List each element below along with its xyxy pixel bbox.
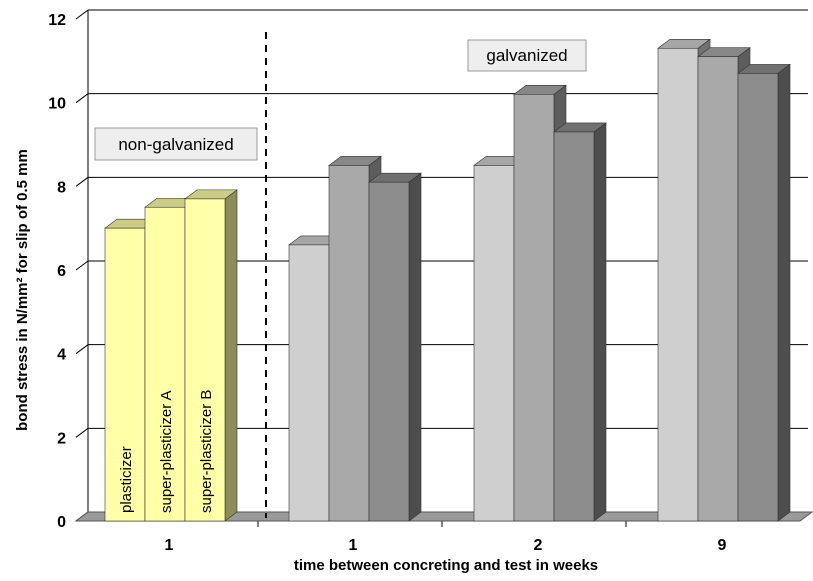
x-axis-title: time between concreting and test in week…: [294, 557, 598, 574]
gridline-side: [75, 427, 89, 438]
annotation-galvanized-text: galvanized: [486, 46, 567, 65]
y-tick-label: 2: [57, 430, 66, 447]
bar: [104, 227, 146, 522]
bar: [473, 165, 515, 522]
bar: [513, 94, 555, 522]
bar: [288, 244, 330, 522]
annotation-galvanized-box: [467, 39, 587, 72]
gridline-side: [75, 9, 89, 20]
bar: [553, 131, 595, 522]
y-tick-label: 12: [48, 12, 66, 29]
bar-group: [104, 189, 238, 522]
bar: [184, 198, 226, 522]
annotation-non-galvanized-box: [94, 127, 258, 161]
bar-label: plasticizer: [118, 446, 135, 513]
y-tick-label: 10: [48, 96, 66, 113]
gridline-side: [75, 344, 89, 355]
annotation-galvanized: galvanized: [467, 39, 587, 72]
annotation-non-galvanized: non-galvanized: [94, 127, 258, 161]
x-tick-label: 2: [534, 537, 543, 554]
gridline-side: [75, 176, 89, 187]
bar-side: [593, 122, 607, 522]
bar: [697, 56, 739, 522]
bar: [328, 165, 370, 522]
annotation-non-galvanized-text: non-galvanized: [118, 135, 233, 154]
bar: [368, 181, 410, 522]
bar-side: [408, 172, 422, 522]
bar-group: [473, 84, 607, 522]
bar-group: [288, 155, 422, 522]
y-tick-label: 0: [57, 514, 66, 531]
y-axis-title: bond stress in N/mm² for slip of 0.5 mm: [14, 149, 31, 431]
bar-label: super-plasticizer B: [198, 390, 215, 513]
bar-label: super-plasticizer A: [158, 390, 175, 513]
gridline-side: [75, 93, 89, 104]
bar: [144, 206, 186, 522]
gridline-side: [75, 260, 89, 271]
x-tick-label: 1: [349, 537, 358, 554]
y-tick-label: 6: [57, 263, 66, 280]
bar: [737, 73, 779, 522]
bar-side: [777, 63, 791, 522]
bars: [104, 38, 791, 522]
bar: [657, 47, 699, 522]
bar-group: [657, 38, 791, 522]
bar-side: [224, 189, 238, 522]
y-tick-label: 4: [57, 347, 66, 364]
x-tick-label: 1: [165, 537, 174, 554]
y-tick-label: 8: [57, 179, 66, 196]
x-tick-label: 9: [718, 537, 727, 554]
